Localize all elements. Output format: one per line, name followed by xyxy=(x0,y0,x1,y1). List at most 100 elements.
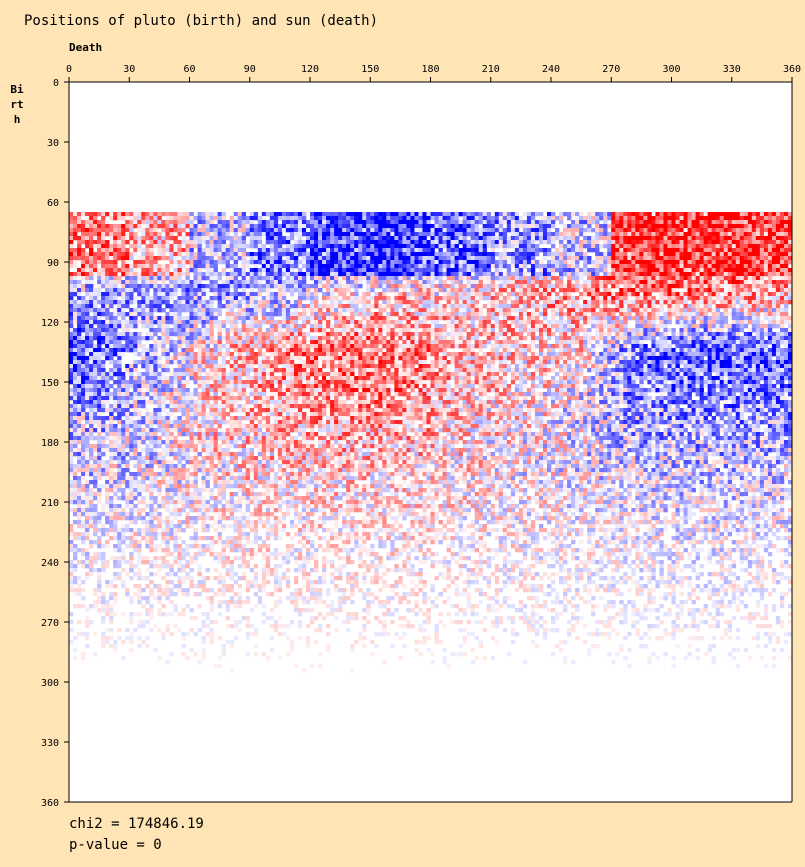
heatmap-cell xyxy=(390,272,395,277)
heatmap-cell xyxy=(73,220,78,225)
heatmap-cell xyxy=(655,324,660,329)
heatmap-cell xyxy=(587,256,592,261)
heatmap-cell xyxy=(542,240,548,245)
heatmap-cell xyxy=(731,268,737,273)
heatmap-cell xyxy=(305,288,311,293)
heatmap-cell xyxy=(563,248,568,253)
heatmap-cell xyxy=(185,216,190,221)
heatmap-cell xyxy=(707,220,712,225)
heatmap-cell xyxy=(438,280,443,285)
heatmap-cell xyxy=(69,264,74,269)
heatmap-cell xyxy=(265,228,271,233)
heatmap-cell xyxy=(687,328,692,333)
heatmap-cell xyxy=(615,256,620,261)
heatmap-cell xyxy=(366,312,371,317)
heatmap-cell xyxy=(731,264,737,269)
heatmap-cell xyxy=(442,240,447,245)
heatmap-cell xyxy=(422,240,427,245)
heatmap-cell xyxy=(643,324,648,329)
heatmap-cell xyxy=(546,328,552,333)
heatmap-cell xyxy=(466,264,471,269)
heatmap-cell xyxy=(374,296,379,301)
heatmap-cell xyxy=(145,264,150,269)
heatmap-cell xyxy=(703,252,708,257)
heatmap-cell xyxy=(326,232,331,237)
heatmap-cell xyxy=(362,276,367,281)
heatmap-cell xyxy=(575,320,580,325)
heatmap-cell xyxy=(149,284,154,289)
heatmap-cell xyxy=(703,212,708,217)
heatmap-cell xyxy=(775,304,781,309)
heatmap-cell xyxy=(687,260,692,265)
heatmap-cell xyxy=(149,332,154,337)
heatmap-cell xyxy=(687,244,692,249)
heatmap-cell xyxy=(109,244,114,249)
heatmap-cell xyxy=(157,252,162,257)
heatmap-cell xyxy=(599,324,604,329)
heatmap-cell xyxy=(647,292,652,297)
heatmap-cell xyxy=(297,252,303,257)
heatmap-cell xyxy=(779,260,785,265)
heatmap-cell xyxy=(679,280,684,285)
heatmap-cell xyxy=(185,332,190,337)
heatmap-cell xyxy=(498,212,504,217)
heatmap-cell xyxy=(478,288,484,293)
heatmap-cell xyxy=(615,260,620,265)
heatmap-cell xyxy=(506,284,512,289)
heatmap-cell xyxy=(671,292,676,297)
heatmap-cell xyxy=(145,268,150,273)
heatmap-cell xyxy=(69,276,74,281)
heatmap-cell xyxy=(161,248,166,253)
heatmap-cell xyxy=(322,248,327,253)
heatmap-cell xyxy=(526,304,532,309)
heatmap-cell xyxy=(482,224,488,229)
heatmap-cell xyxy=(474,248,479,253)
heatmap-cell xyxy=(201,292,206,297)
heatmap-cell xyxy=(414,312,419,317)
heatmap-cell xyxy=(571,296,576,301)
heatmap-cell xyxy=(619,220,624,225)
heatmap-cell xyxy=(386,328,391,333)
heatmap-cell xyxy=(181,284,186,289)
heatmap-cell xyxy=(687,316,692,321)
heatmap-cell xyxy=(350,216,355,221)
heatmap-cell xyxy=(173,292,178,297)
heatmap-cell xyxy=(169,304,174,309)
heatmap-cell xyxy=(93,292,98,297)
heatmap-cell xyxy=(679,268,684,273)
heatmap-cell xyxy=(502,264,508,269)
heatmap-cell xyxy=(442,316,447,321)
heatmap-cell xyxy=(330,272,335,277)
heatmap-cell xyxy=(655,228,660,233)
heatmap-cell xyxy=(522,312,528,317)
heatmap-cell xyxy=(101,328,106,333)
heatmap-cell xyxy=(113,224,118,229)
heatmap-cell xyxy=(510,236,516,241)
heatmap-cell xyxy=(217,220,222,225)
heatmap-cell xyxy=(209,268,214,273)
heatmap-cell xyxy=(426,288,431,293)
heatmap-cell xyxy=(699,240,704,245)
heatmap-cell xyxy=(591,296,596,301)
heatmap-cell xyxy=(173,312,178,317)
heatmap-cell xyxy=(679,308,684,313)
heatmap-cell xyxy=(571,220,576,225)
heatmap-cell xyxy=(675,320,680,325)
heatmap-cell xyxy=(350,284,355,289)
heatmap-cell xyxy=(438,216,443,221)
heatmap-cell xyxy=(149,276,154,281)
heatmap-cell xyxy=(583,256,588,261)
heatmap-cell xyxy=(619,276,624,281)
heatmap-cell xyxy=(149,268,154,273)
heatmap-cell xyxy=(97,328,102,333)
heatmap-cell xyxy=(281,220,287,225)
heatmap-cell xyxy=(575,256,580,261)
heatmap-cell xyxy=(109,316,114,321)
heatmap-cell xyxy=(759,232,765,237)
heatmap-cell xyxy=(322,256,327,261)
heatmap-cell xyxy=(177,304,182,309)
heatmap-cell xyxy=(277,312,283,317)
heatmap-cell xyxy=(502,324,508,329)
heatmap-cell xyxy=(301,232,307,237)
heatmap-cell xyxy=(627,232,632,237)
